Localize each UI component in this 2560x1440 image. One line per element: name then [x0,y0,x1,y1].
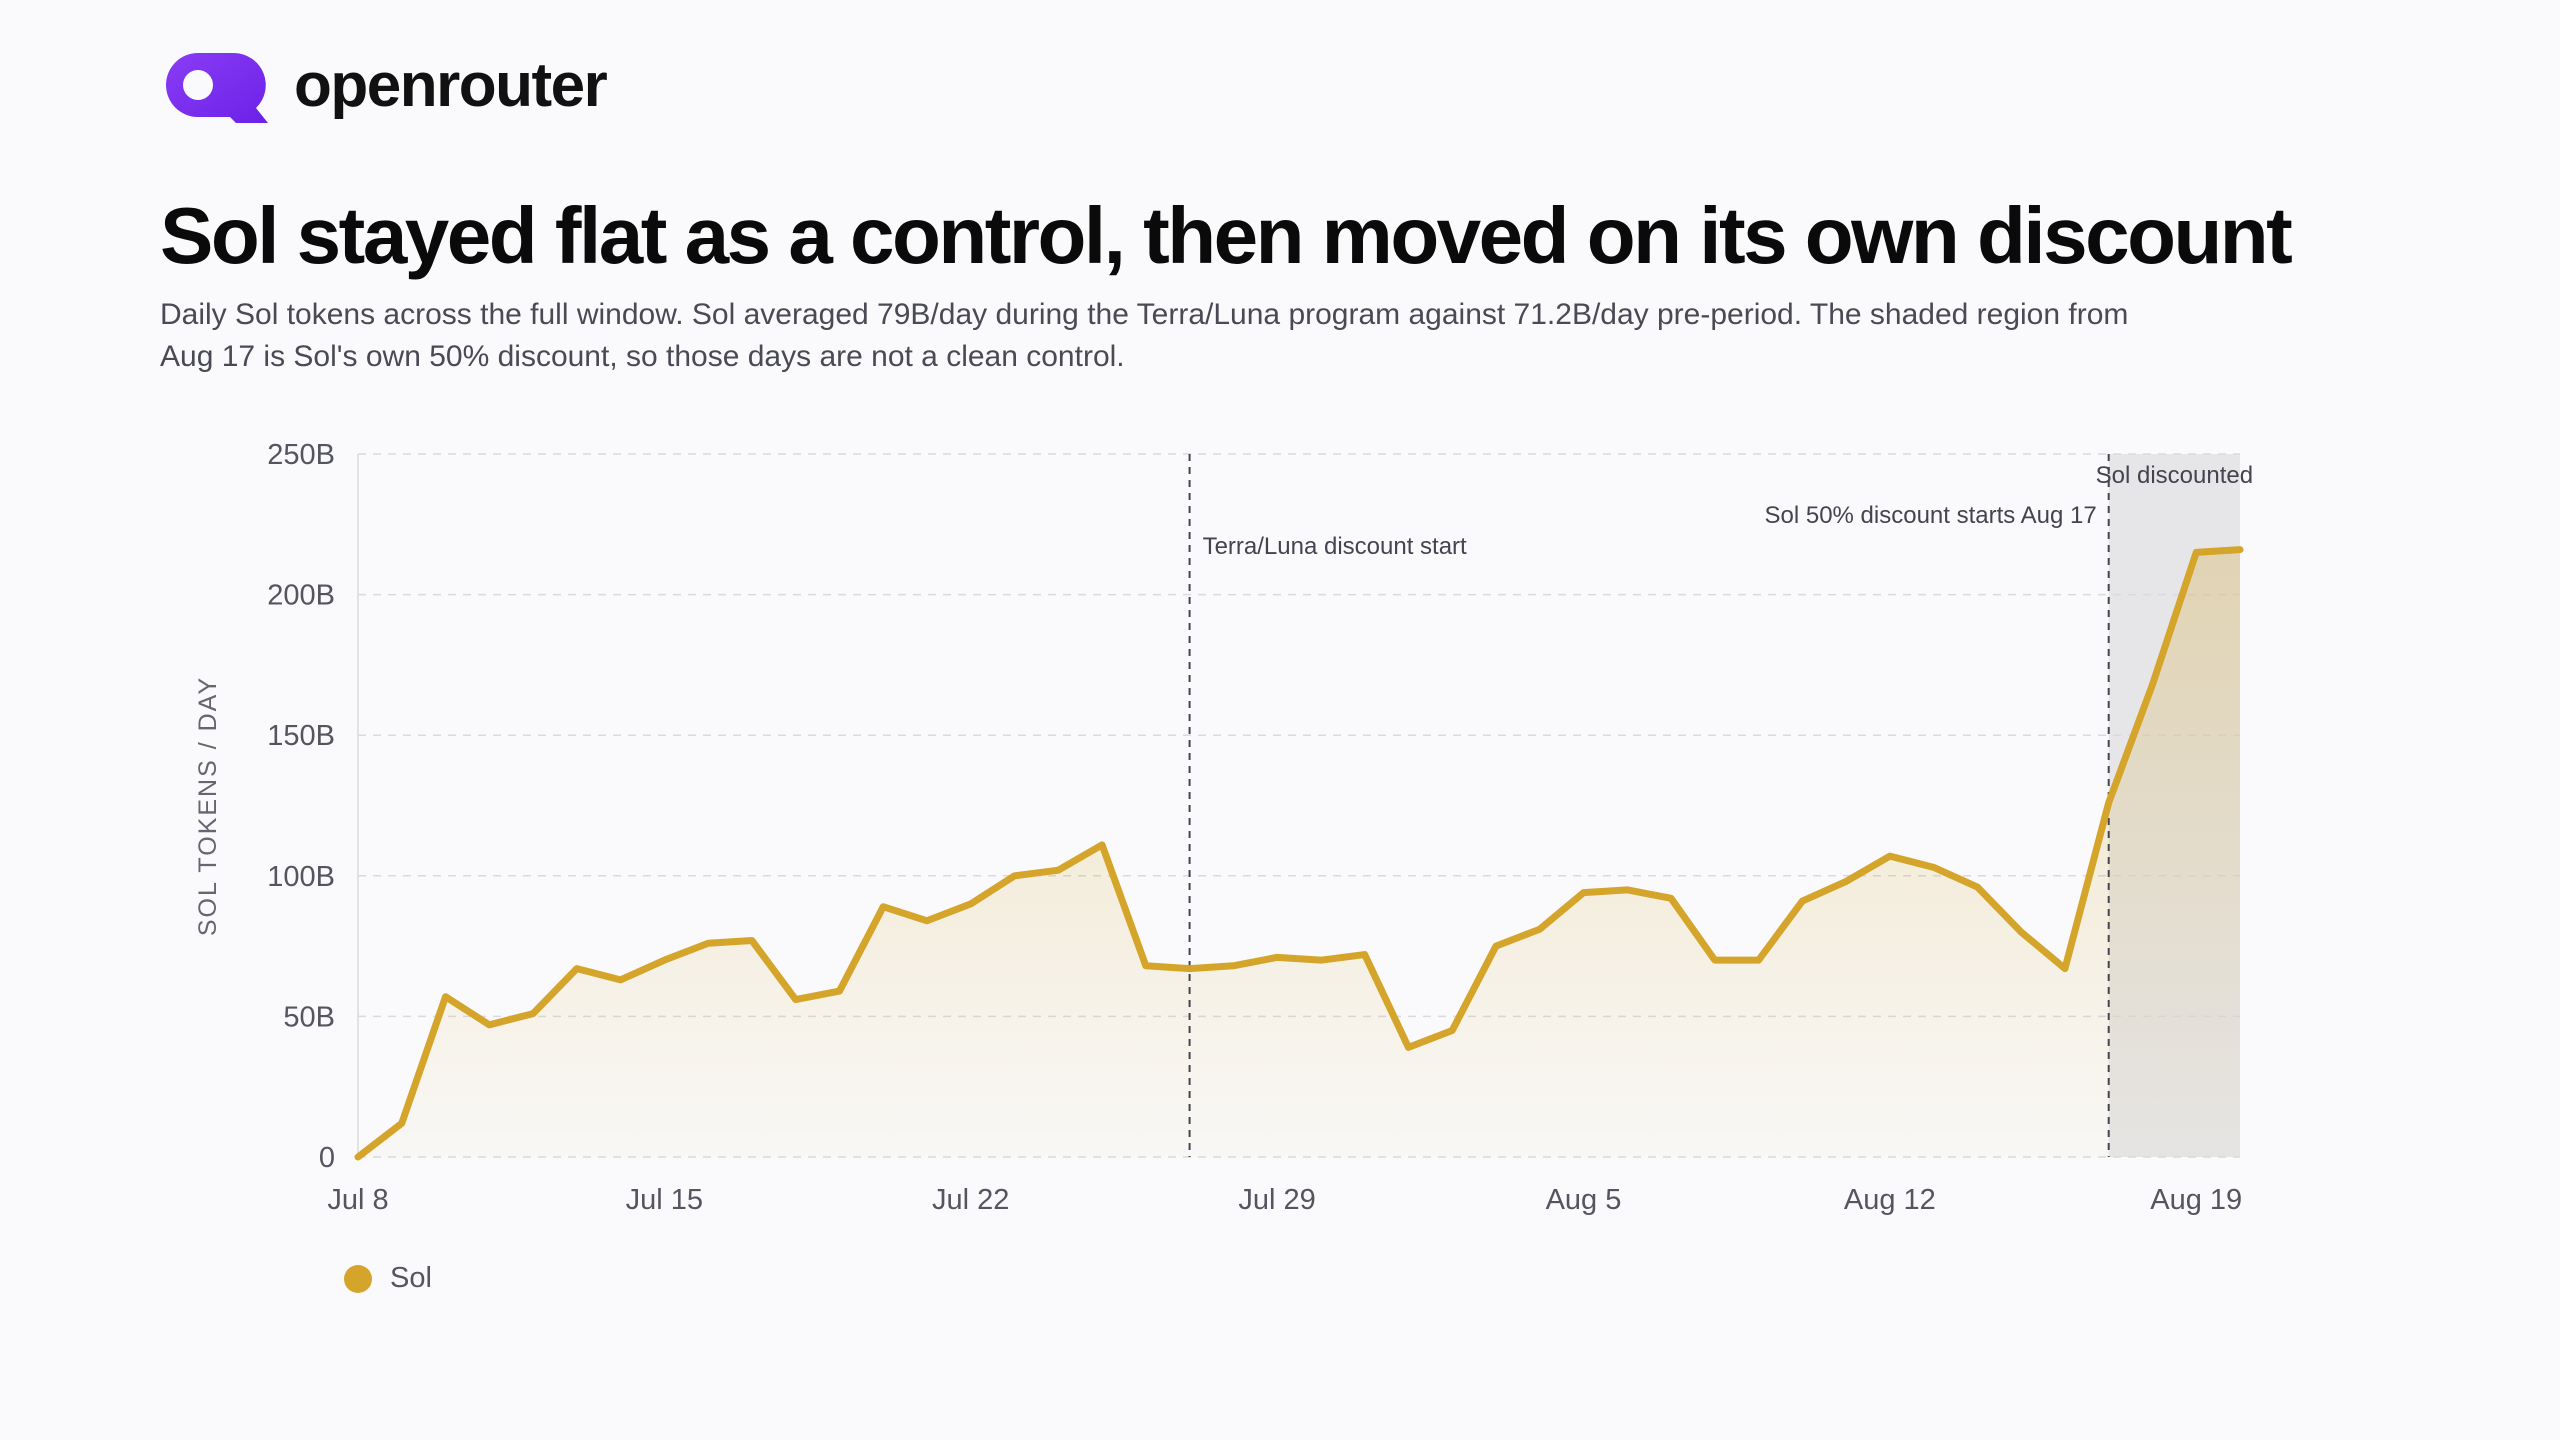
y-tick-label: 250B [267,439,335,471]
legend-swatch-sol [344,1264,372,1293]
series-area-sol [358,549,2240,1157]
page-subtitle: Daily Sol tokens across the full window.… [160,298,2129,373]
x-tick-label: Aug 19 [2150,1184,2242,1216]
openrouter-logo-icon [166,53,268,123]
y-tick-label: 100B [267,861,335,893]
x-tick-label: Aug 5 [1546,1184,1622,1216]
x-tick-label: Jul 8 [327,1184,388,1216]
shaded-region-label: Sol discounted [2096,462,2253,489]
x-tick-label: Jul 22 [932,1184,1009,1216]
brand-name: openrouter [294,51,608,120]
page-title: Sol stayed flat as a control, then moved… [160,191,2293,280]
y-tick-label: 150B [267,720,335,752]
series-line-sol [354,546,2244,1161]
legend[interactable]: Sol [344,1262,432,1295]
y-tick-label: 0 [319,1142,335,1174]
x-tick-label: Aug 12 [1844,1184,1936,1216]
y-tick-label: 50B [283,1001,335,1033]
x-tick-label: Jul 29 [1238,1184,1315,1216]
x-tick-label: Jul 15 [626,1184,703,1216]
annotation-label: Sol 50% discount starts Aug 17 [1764,502,2096,529]
legend-label-sol: Sol [390,1262,432,1294]
brand[interactable]: openrouter [164,48,608,128]
y-tick-label: 200B [267,580,335,612]
annotation-label: Terra/Luna discount start [1203,533,1467,560]
y-axis-label: SOL TOKENS / DAY [194,676,222,936]
